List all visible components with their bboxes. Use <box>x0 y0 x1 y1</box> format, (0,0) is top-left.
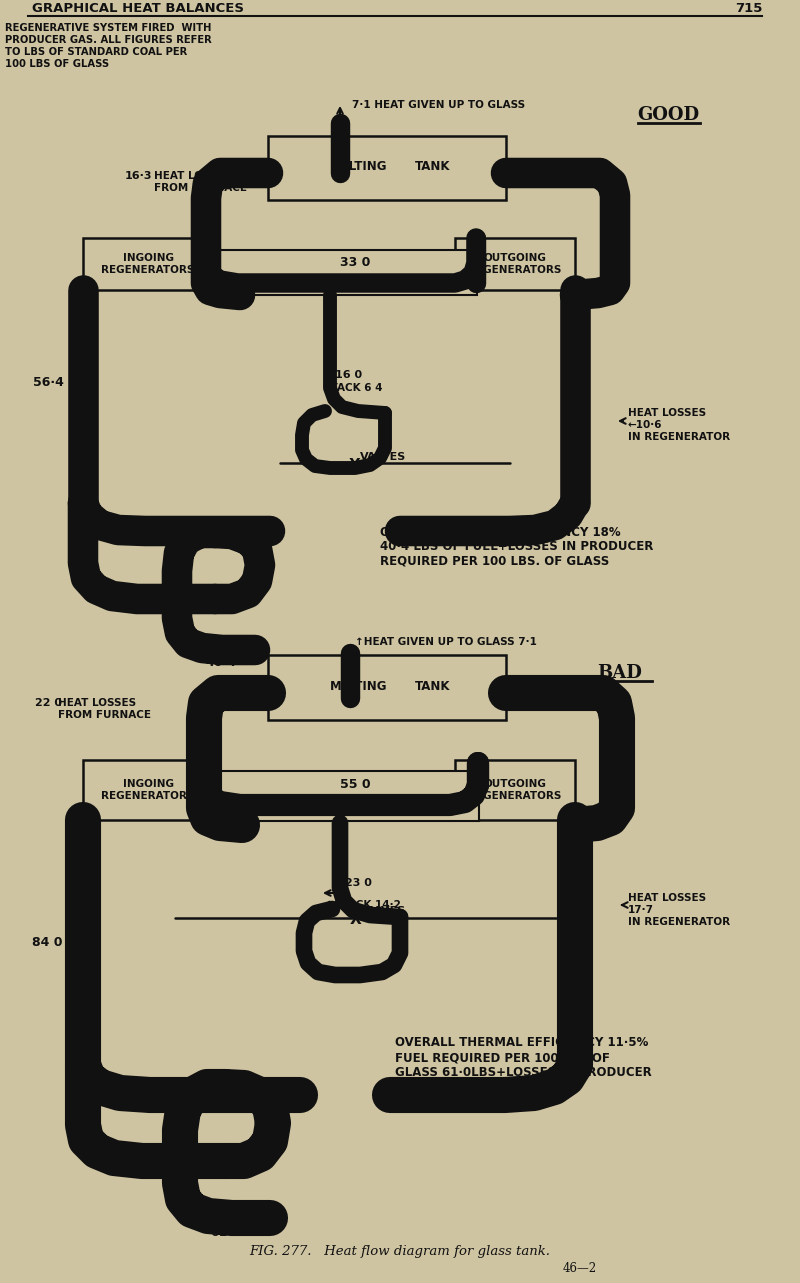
Bar <box>268 656 506 720</box>
Bar <box>268 136 506 200</box>
Text: 84 0: 84 0 <box>33 937 63 949</box>
Text: FROM FURNACE: FROM FURNACE <box>154 183 247 192</box>
Text: HEAT LOSSES: HEAT LOSSES <box>628 408 706 418</box>
Text: 46—2: 46—2 <box>563 1262 597 1275</box>
Text: INGOING
REGENERATORS: INGOING REGENERATORS <box>102 779 194 801</box>
Text: FROM FURNACE: FROM FURNACE <box>58 709 151 720</box>
Bar <box>205 250 477 295</box>
Text: GRAPHICAL HEAT BALANCES: GRAPHICAL HEAT BALANCES <box>32 1 244 14</box>
Text: VALVES: VALVES <box>360 906 406 916</box>
Text: OUTGOING
REGENERATORS: OUTGOING REGENERATORS <box>468 253 562 275</box>
Text: GOOD: GOOD <box>637 106 699 124</box>
Text: BAD: BAD <box>598 665 642 683</box>
Text: 100 LBS OF GLASS: 100 LBS OF GLASS <box>5 59 109 69</box>
Text: 40·4 LBS OF FUEL+LOSSES IN PRODUCER: 40·4 LBS OF FUEL+LOSSES IN PRODUCER <box>380 540 654 553</box>
Text: TO LBS OF STANDARD COAL PER: TO LBS OF STANDARD COAL PER <box>5 47 187 56</box>
Text: HEAT LOSSES←: HEAT LOSSES← <box>154 171 241 181</box>
Text: FUEL REQUIRED PER 100 LBS OF: FUEL REQUIRED PER 100 LBS OF <box>395 1052 610 1065</box>
Text: 40·4: 40·4 <box>205 657 236 670</box>
Text: MELTING: MELTING <box>330 159 387 172</box>
Text: 7·1 HEAT GIVEN UP TO GLASS: 7·1 HEAT GIVEN UP TO GLASS <box>352 100 525 110</box>
Text: 22 0: 22 0 <box>35 698 62 708</box>
Text: 17·7: 17·7 <box>628 905 654 915</box>
Text: GLASS 61·0LBS+LOSSES IN PRODUCER: GLASS 61·0LBS+LOSSES IN PRODUCER <box>395 1066 652 1079</box>
Text: MELTING: MELTING <box>330 680 387 693</box>
Text: HEAT LOSSES: HEAT LOSSES <box>628 893 706 903</box>
Text: 16·3: 16·3 <box>125 171 152 181</box>
Text: 16 0: 16 0 <box>335 370 362 380</box>
Bar <box>203 771 479 821</box>
Text: ←10·6: ←10·6 <box>628 420 662 430</box>
Text: 715: 715 <box>734 1 762 14</box>
Text: VALVES: VALVES <box>360 452 406 462</box>
Text: IN REGENERATOR: IN REGENERATOR <box>628 432 730 443</box>
Text: 61·0: 61·0 <box>210 1227 241 1239</box>
Text: OVERALL THERMAL EFFICIENCY 18%: OVERALL THERMAL EFFICIENCY 18% <box>380 526 621 539</box>
Text: TANK: TANK <box>415 680 450 693</box>
Text: REGENERATIVE SYSTEM FIRED  WITH: REGENERATIVE SYSTEM FIRED WITH <box>5 23 211 33</box>
Text: ↕STACK 14·2: ↕STACK 14·2 <box>325 899 401 910</box>
Text: HEAT LOSSES: HEAT LOSSES <box>58 698 136 708</box>
Text: FIG. 277.   Heat flow diagram for glass tank.: FIG. 277. Heat flow diagram for glass ta… <box>250 1245 550 1257</box>
Text: TANK: TANK <box>415 159 450 172</box>
Bar <box>455 239 575 290</box>
Text: IN REGENERATOR: IN REGENERATOR <box>628 917 730 928</box>
Text: 56·4: 56·4 <box>33 376 64 390</box>
Text: X: X <box>349 458 361 472</box>
Text: STACK 6 4: STACK 6 4 <box>323 384 382 393</box>
Text: PRODUCER GAS. ALL FIGURES REFER: PRODUCER GAS. ALL FIGURES REFER <box>5 35 212 45</box>
Text: ↑HEAT GIVEN UP TO GLASS 7·1: ↑HEAT GIVEN UP TO GLASS 7·1 <box>355 636 537 647</box>
Text: 23 0: 23 0 <box>345 878 372 888</box>
Bar <box>83 760 213 820</box>
Text: 55 0: 55 0 <box>340 779 370 792</box>
Bar <box>83 239 213 290</box>
Text: INGOING
REGENERATORS: INGOING REGENERATORS <box>102 253 194 275</box>
Text: X: X <box>350 912 362 928</box>
Text: OVERALL THERMAL EFFICIENCY 11·5%: OVERALL THERMAL EFFICIENCY 11·5% <box>395 1037 648 1049</box>
Text: 33 0: 33 0 <box>340 257 370 269</box>
Bar <box>455 760 575 820</box>
Text: OUTGOING
REGENERATORS: OUTGOING REGENERATORS <box>468 779 562 801</box>
Text: REQUIRED PER 100 LBS. OF GLASS: REQUIRED PER 100 LBS. OF GLASS <box>380 554 610 567</box>
